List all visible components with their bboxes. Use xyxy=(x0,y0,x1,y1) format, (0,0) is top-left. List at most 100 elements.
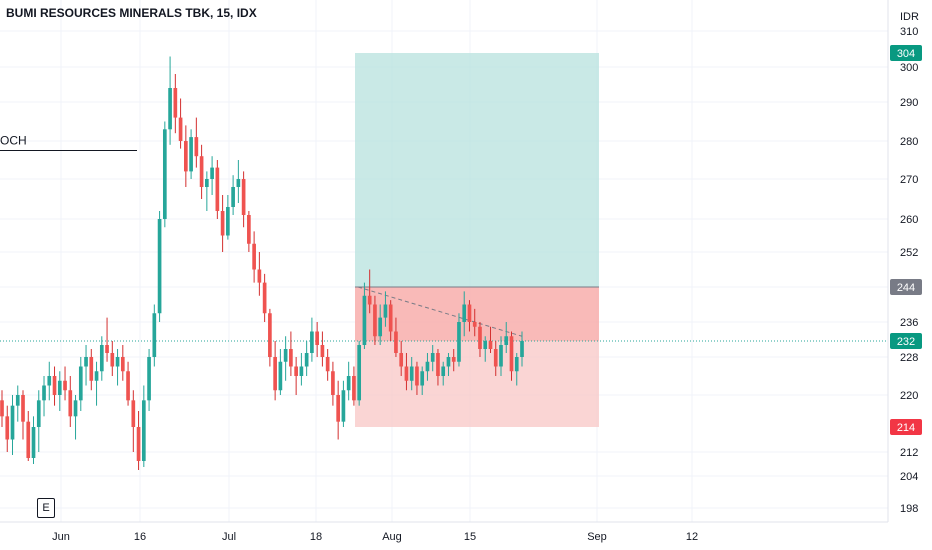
price-badges: 304 244 232 214 xyxy=(890,45,922,435)
candle-body xyxy=(10,405,15,440)
candle xyxy=(467,300,472,332)
candle xyxy=(84,345,88,386)
candle xyxy=(21,390,25,440)
candle xyxy=(194,117,199,168)
candle xyxy=(493,341,498,376)
candle-body xyxy=(388,304,393,332)
candle-body xyxy=(205,179,209,187)
candle xyxy=(173,74,178,134)
candle xyxy=(136,411,141,470)
candle-body xyxy=(499,345,503,367)
candle xyxy=(205,171,209,211)
position-zones xyxy=(355,53,599,427)
candle xyxy=(262,273,267,322)
y-tick-label: 270 xyxy=(900,174,918,186)
candle xyxy=(147,349,151,411)
candle xyxy=(141,385,146,467)
candle-body xyxy=(315,331,319,345)
candle xyxy=(404,353,409,391)
candle xyxy=(199,144,204,199)
candle xyxy=(257,252,262,296)
candle xyxy=(152,304,157,367)
x-tick-label: 18 xyxy=(310,531,322,543)
candle xyxy=(47,361,52,401)
candle-body xyxy=(78,366,83,401)
candle xyxy=(105,317,109,362)
candle xyxy=(304,341,309,376)
candle-body xyxy=(462,304,467,322)
candle-body xyxy=(331,371,335,395)
candle-body xyxy=(231,187,235,207)
x-tick-label: Sep xyxy=(587,531,607,543)
candle-body xyxy=(346,376,351,391)
price-badge-stop: 214 xyxy=(890,419,922,435)
candle xyxy=(94,361,99,406)
candle xyxy=(446,353,451,376)
candle xyxy=(10,395,15,455)
y-tick-label: 204 xyxy=(900,471,918,483)
candle xyxy=(252,231,256,283)
candle-body xyxy=(294,366,298,376)
candle-body xyxy=(194,137,199,157)
candle-body xyxy=(415,366,419,386)
candle xyxy=(78,357,83,411)
candle xyxy=(189,129,193,179)
candle-body xyxy=(509,336,514,372)
earnings-badge[interactable]: E xyxy=(37,498,55,518)
badge-label: 244 xyxy=(897,282,915,294)
candle-body xyxy=(478,326,482,349)
badge-label: 304 xyxy=(897,48,915,60)
candle xyxy=(310,317,314,362)
candle xyxy=(89,349,94,391)
candle-body xyxy=(236,179,241,187)
candle xyxy=(325,349,330,381)
candle-body xyxy=(504,336,509,345)
candle xyxy=(63,366,67,401)
candle-body xyxy=(26,421,31,458)
candle-body xyxy=(63,380,67,391)
time-axis[interactable]: Jun 16 Jul 18 Aug 15 Sep 12 xyxy=(52,531,698,543)
candle-body xyxy=(141,400,146,461)
candle-body xyxy=(472,322,477,327)
candle xyxy=(341,380,346,427)
candle xyxy=(236,160,241,203)
candle xyxy=(357,341,362,406)
candle xyxy=(157,211,162,322)
candle xyxy=(299,353,304,386)
candle-body xyxy=(457,322,461,362)
candle xyxy=(42,376,46,417)
candle xyxy=(394,317,398,357)
candle xyxy=(383,291,388,327)
candle xyxy=(268,308,272,367)
candle-body xyxy=(136,427,141,461)
candle-body xyxy=(514,357,519,372)
candle-body xyxy=(367,295,372,305)
y-tick-label: 300 xyxy=(900,62,918,74)
candle-body xyxy=(199,156,204,187)
candle-body xyxy=(394,331,398,353)
price-axis[interactable]: IDR 198 204 212 220 228 236 244 252 260 270 280 290 3… xyxy=(900,11,919,515)
candle-body xyxy=(278,361,283,391)
candle xyxy=(472,308,477,337)
candle-body xyxy=(241,179,246,215)
badge-bg xyxy=(890,279,922,295)
candle-body xyxy=(168,88,172,130)
candle xyxy=(15,385,20,422)
candle xyxy=(320,331,325,367)
y-tick-label: 228 xyxy=(900,352,918,364)
candle-body xyxy=(73,400,78,417)
candle xyxy=(331,361,335,406)
candle xyxy=(168,56,172,145)
candle xyxy=(247,211,251,252)
candle-body xyxy=(36,400,41,427)
y-tick-label: 260 xyxy=(900,214,918,226)
candle-body xyxy=(68,390,73,417)
candle-body xyxy=(173,88,178,118)
candle-body xyxy=(404,366,409,381)
och-label: OCH xyxy=(0,134,27,148)
candle xyxy=(367,269,372,314)
candle-body xyxy=(420,371,425,386)
y-tick-label: 220 xyxy=(900,390,918,402)
candle xyxy=(451,349,456,372)
